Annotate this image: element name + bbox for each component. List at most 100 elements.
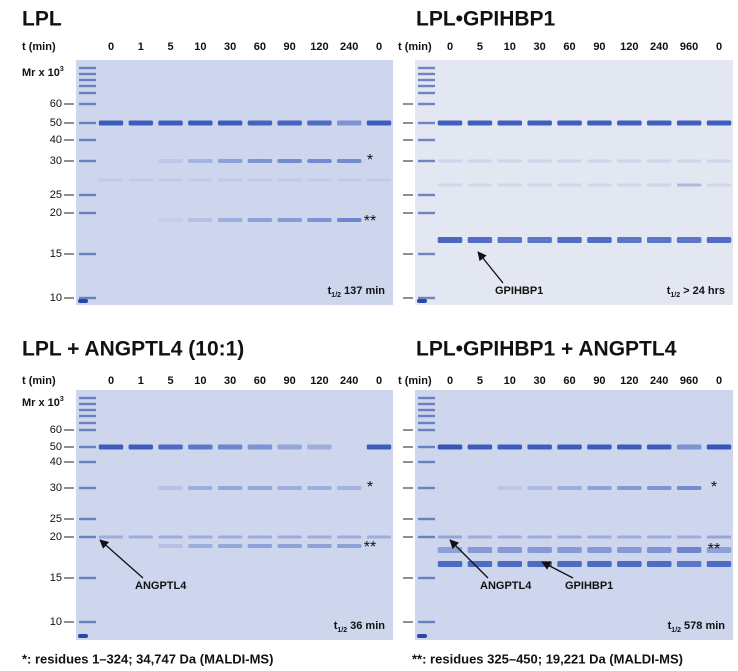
gel-band — [497, 159, 523, 163]
gel-band — [217, 159, 243, 163]
gel-band — [676, 547, 702, 553]
gel-band — [188, 486, 213, 490]
gel-band — [247, 444, 273, 450]
gel-band — [646, 237, 672, 243]
ladder-band — [79, 396, 96, 400]
mw-label: Mr x 103 — [22, 66, 64, 79]
gel-band — [277, 159, 302, 163]
band-annotation: * — [367, 479, 373, 496]
time-point: 240 — [650, 375, 668, 387]
ladder-band — [418, 102, 435, 106]
ladder-band — [418, 159, 435, 163]
gel-band — [337, 178, 362, 182]
half-life-value: 578 min — [684, 620, 725, 632]
gel-band — [527, 444, 552, 450]
ladder-band — [418, 396, 435, 400]
gel-band — [557, 561, 582, 567]
gel-band — [676, 535, 702, 539]
gel-band — [646, 120, 672, 126]
mw-label-sup: 3 — [60, 396, 64, 403]
ladder-band — [418, 421, 435, 425]
gel-band — [617, 561, 642, 567]
gel-band — [437, 183, 463, 187]
gel-band — [247, 120, 273, 126]
gel-band — [706, 159, 732, 163]
half-life-symbol: t — [334, 620, 338, 632]
ladder-band — [79, 91, 96, 95]
marker-label: 50 — [50, 117, 62, 129]
gel-band — [557, 535, 582, 539]
gel-band — [587, 486, 612, 490]
gel-band — [158, 218, 183, 222]
gel-band — [188, 159, 213, 163]
gel-band — [617, 486, 642, 490]
gel-band — [437, 120, 463, 126]
gel-band — [497, 535, 523, 539]
gel — [415, 60, 733, 305]
gel-band — [277, 486, 302, 490]
ladder-band — [79, 402, 96, 406]
gel-band — [527, 183, 552, 187]
gel-band — [188, 535, 213, 539]
gel-band — [617, 120, 642, 126]
panel-title: LPL•GPIHBP1 — [416, 8, 556, 31]
ladder-band — [418, 138, 435, 142]
gel-band — [467, 547, 493, 553]
ladder-band — [418, 517, 435, 521]
gel-band — [467, 535, 493, 539]
gel-band — [217, 544, 243, 548]
ladder-band — [79, 66, 96, 70]
time-point: 30 — [534, 41, 546, 53]
gel-band — [307, 120, 332, 126]
gel-band — [587, 120, 612, 126]
gel-band — [307, 444, 332, 450]
gel-band — [706, 561, 732, 567]
footnote: **: residues 325–450; 19,221 Da (MALDI-M… — [412, 651, 683, 666]
dye-front — [417, 299, 427, 303]
gel-band — [617, 547, 642, 553]
arrow-label: GPIHBP1 — [565, 580, 613, 592]
gel-band — [128, 178, 153, 182]
time-point: 0 — [447, 41, 453, 53]
gel-band — [557, 486, 582, 490]
marker-label: 40 — [50, 456, 62, 468]
time-label: t (min) — [22, 41, 56, 53]
time-point: 90 — [593, 41, 605, 53]
half-life-symbol: t — [328, 285, 332, 297]
ladder-band — [79, 138, 96, 142]
gel-band — [188, 444, 213, 450]
ladder-band — [418, 414, 435, 418]
gel-band — [247, 159, 273, 163]
mw-label-text: Mr x 10 — [22, 67, 60, 79]
ladder-band — [79, 211, 96, 215]
arrow-label: GPIHBP1 — [495, 285, 543, 297]
gel-band — [676, 183, 702, 187]
gel-band — [706, 535, 732, 539]
gel-band — [277, 178, 302, 182]
gel-band — [557, 237, 582, 243]
time-point: 0 — [376, 41, 382, 53]
marker-label: 60 — [50, 98, 62, 110]
ladder-band — [418, 408, 435, 412]
gel-band — [337, 218, 362, 222]
gel-band — [587, 444, 612, 450]
gel-band — [98, 178, 124, 182]
half-life-subscript: 1/2 — [337, 627, 347, 634]
gel-band — [158, 120, 183, 126]
band-annotation: * — [367, 152, 373, 169]
gel-band — [587, 183, 612, 187]
arrow — [449, 539, 489, 579]
gel-band — [617, 183, 642, 187]
gel-band — [497, 120, 523, 126]
band-annotation: ** — [708, 541, 720, 558]
gel-band — [158, 444, 183, 450]
gel-band — [676, 486, 702, 490]
gel-band — [527, 547, 552, 553]
ladder-band — [79, 252, 96, 256]
gel-band — [437, 237, 463, 243]
ladder-band — [79, 102, 96, 106]
time-point: 0 — [716, 375, 722, 387]
marker-label: 25 — [50, 513, 62, 525]
gel-band — [706, 120, 732, 126]
gel-band — [706, 547, 732, 553]
